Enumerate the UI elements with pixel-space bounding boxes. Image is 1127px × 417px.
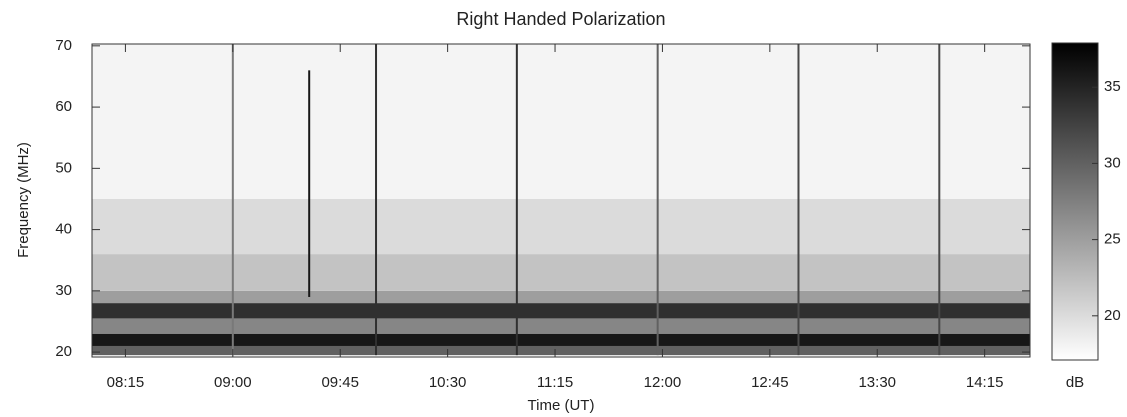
y-tick-label: 40 [55,221,72,238]
x-tick-label: 12:45 [751,374,789,391]
x-tick-label: 14:15 [966,374,1004,391]
x-tick-label: 09:00 [214,374,252,391]
y-tick-label: 60 [55,98,72,115]
event-line [375,44,378,356]
event-line [656,44,659,356]
colorbar-tick-label: 20 [1104,307,1121,324]
frequency-band [92,290,1030,304]
y-tick-label: 20 [55,343,72,360]
event-line [308,70,311,297]
event-line [797,44,800,356]
colorbar-label: dB [1066,374,1084,391]
y-tick-label: 50 [55,159,72,176]
event-line [231,44,234,356]
x-tick-label: 09:45 [321,374,359,391]
x-tick-label: 08:15 [107,374,145,391]
frequency-band [92,345,1030,356]
frequency-band [92,318,1030,334]
colorbar-tick-label: 35 [1104,78,1121,95]
colorbar-tick-label: 25 [1104,231,1121,248]
frequency-band [92,44,1030,199]
plot-frame [91,43,1031,358]
frequency-band [92,254,1030,291]
x-tick-label: 12:00 [644,374,682,391]
y-axis-label: Frequency (MHz) [15,142,32,258]
frequency-band [92,198,1030,255]
event-line [938,44,941,356]
frequency-band [92,333,1030,346]
frequency-band [92,303,1030,319]
x-axis-label: Time (UT) [528,397,595,414]
colorbar [1051,42,1099,361]
event-line [515,44,518,356]
x-tick-label: 13:30 [858,374,896,391]
y-tick-label: 30 [55,282,72,299]
x-tick-label: 11:15 [537,374,573,391]
colorbar-tick-label: 30 [1104,154,1121,171]
y-tick-label: 70 [55,37,72,54]
chart-title: Right Handed Polarization [456,9,665,29]
x-tick-label: 10:30 [429,374,467,391]
